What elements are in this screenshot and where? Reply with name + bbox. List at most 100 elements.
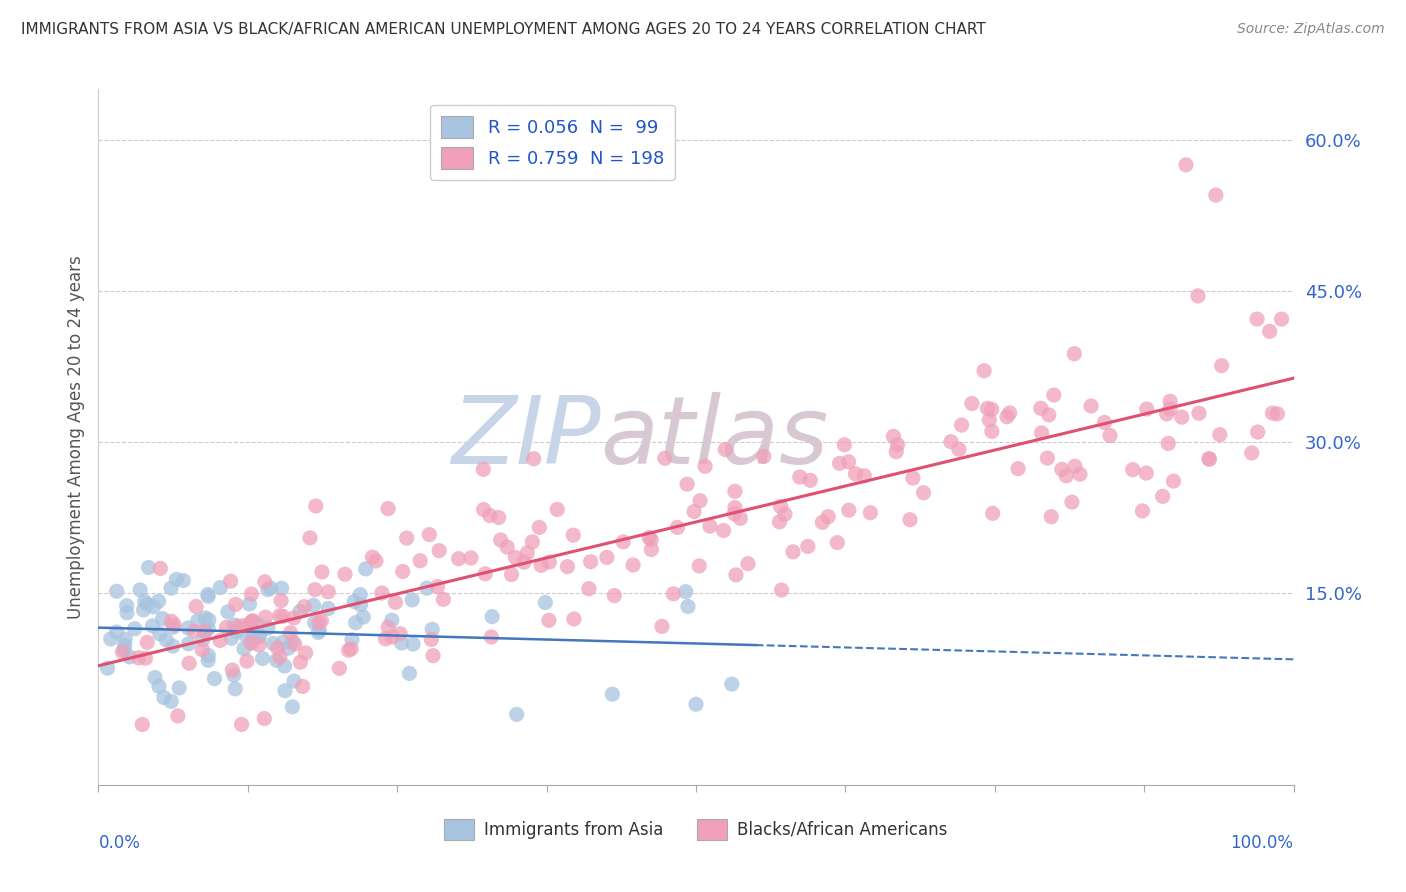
Point [713, 524, 735, 538]
Point [1007, 461, 1029, 475]
Point [621, 558, 644, 572]
Point [418, 527, 440, 541]
Point [187, 614, 209, 628]
Point [224, 681, 246, 696]
Point [1094, 416, 1116, 430]
Point [209, 633, 232, 648]
Point [489, 533, 512, 547]
Point [640, 542, 662, 557]
Point [377, 620, 399, 634]
Point [235, 628, 257, 642]
Point [391, 636, 413, 650]
Point [266, 640, 288, 655]
Point [478, 508, 501, 523]
Point [730, 511, 752, 525]
Point [281, 699, 304, 714]
Point [290, 655, 312, 669]
Point [352, 610, 374, 624]
Point [197, 590, 219, 604]
Point [995, 409, 1018, 424]
Point [354, 562, 377, 576]
Point [259, 581, 281, 595]
Point [270, 593, 292, 607]
Point [226, 619, 249, 633]
Point [105, 625, 128, 640]
Point [699, 519, 721, 533]
Point [1198, 452, 1220, 467]
Point [505, 550, 527, 565]
Point [640, 533, 662, 547]
Point [302, 599, 325, 613]
Point [683, 504, 706, 518]
Point [142, 619, 165, 633]
Point [1163, 474, 1185, 488]
Point [191, 642, 214, 657]
Point [177, 637, 200, 651]
Point [328, 661, 350, 675]
Point [976, 401, 998, 416]
Point [557, 559, 579, 574]
Point [280, 625, 302, 640]
Point [693, 459, 716, 474]
Point [973, 364, 995, 378]
Point [128, 650, 150, 665]
Point [184, 599, 207, 614]
Point [152, 612, 174, 626]
Y-axis label: Unemployment Among Ages 20 to 24 years: Unemployment Among Ages 20 to 24 years [66, 255, 84, 619]
Point [546, 502, 568, 516]
Point [1029, 401, 1052, 416]
Point [221, 663, 243, 677]
Point [1060, 495, 1083, 509]
Point [247, 630, 270, 644]
Point [183, 624, 205, 639]
Point [496, 540, 519, 554]
Point [344, 615, 367, 630]
Point [274, 683, 297, 698]
Point [308, 624, 330, 638]
Point [724, 484, 747, 499]
Point [177, 621, 200, 635]
Point [420, 622, 443, 636]
Point [239, 635, 262, 649]
Point [239, 615, 262, 630]
Point [114, 632, 136, 647]
Point [224, 618, 246, 632]
Point [447, 551, 470, 566]
Point [901, 471, 924, 485]
Point [148, 680, 170, 694]
Point [254, 610, 277, 624]
Point [1188, 406, 1211, 420]
Point [191, 632, 214, 647]
Point [522, 534, 544, 549]
Point [177, 657, 200, 671]
Point [283, 611, 305, 625]
Point [273, 635, 295, 649]
Point [426, 580, 449, 594]
Point [979, 413, 1001, 427]
Point [391, 565, 413, 579]
Point [782, 545, 804, 559]
Point [513, 555, 536, 569]
Point [1152, 489, 1174, 503]
Point [96, 661, 118, 675]
Point [340, 641, 363, 656]
Point [131, 717, 153, 731]
Point [602, 687, 624, 701]
Point [381, 613, 404, 627]
Point [724, 500, 747, 515]
Point [1098, 428, 1121, 442]
Point [662, 587, 685, 601]
Point [401, 593, 423, 607]
Point [838, 455, 860, 469]
Point [688, 558, 710, 573]
Point [1054, 468, 1077, 483]
Point [129, 582, 152, 597]
Point [523, 451, 546, 466]
Point [1040, 509, 1063, 524]
Point [501, 567, 523, 582]
Point [1240, 446, 1263, 460]
Point [374, 632, 396, 646]
Point [149, 561, 172, 575]
Point [638, 531, 661, 545]
Point [948, 442, 970, 457]
